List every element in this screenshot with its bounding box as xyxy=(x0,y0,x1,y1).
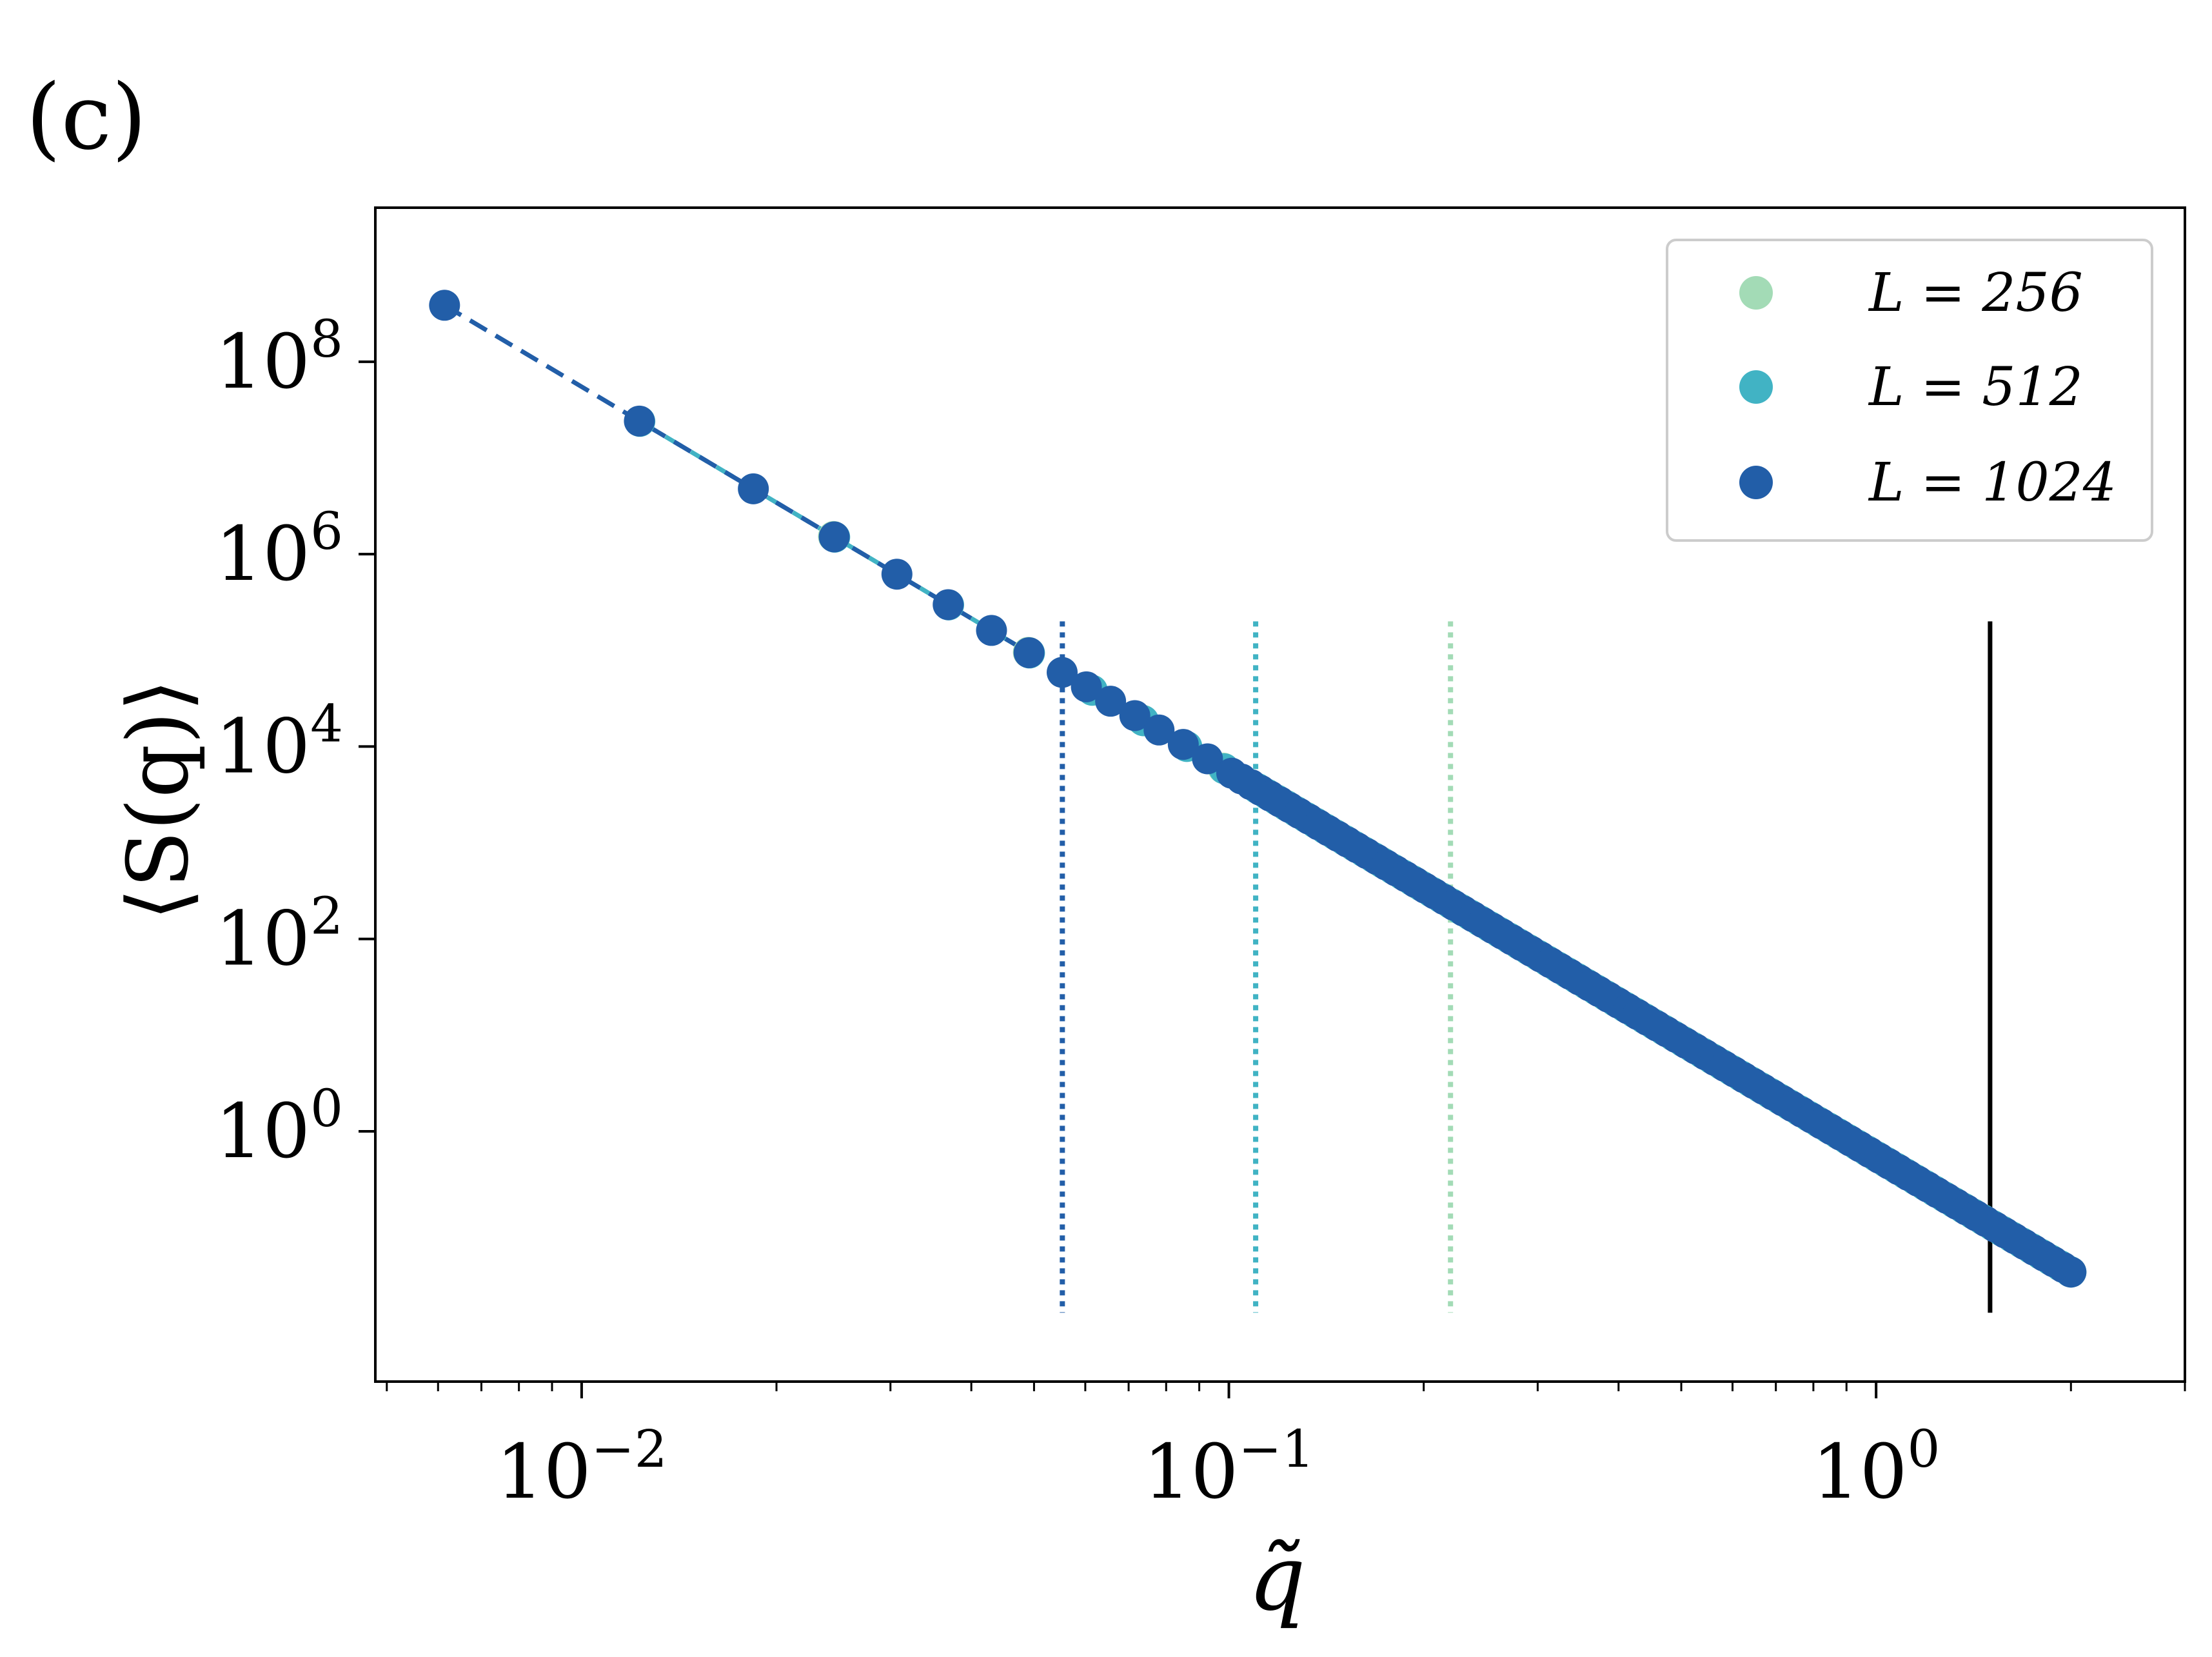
data-point-1024 xyxy=(624,405,655,437)
x-tick-label: 100 xyxy=(1812,1419,1940,1516)
data-point-1024 xyxy=(1192,743,1223,775)
data-point-1024 xyxy=(738,473,769,504)
data-point-1024 xyxy=(1095,686,1127,717)
x-axis-label: q̃ xyxy=(1248,1526,1306,1631)
data-point-1024 xyxy=(1167,729,1199,760)
x-tick-label: 10−1 xyxy=(1143,1419,1315,1516)
data-point-1024 xyxy=(976,615,1007,646)
data-point-1024 xyxy=(881,559,913,590)
data-point-1024 xyxy=(1047,657,1078,688)
y-tick-label: 104 xyxy=(215,693,343,790)
y-tick-label: 100 xyxy=(215,1078,343,1175)
y-tick-label: 102 xyxy=(215,886,343,983)
data-point-1024 xyxy=(429,290,460,321)
x-tick-label: 10−2 xyxy=(496,1419,667,1516)
data-point-1024 xyxy=(933,589,964,620)
data-point-1024 xyxy=(1143,714,1175,746)
data-point-1024 xyxy=(1119,700,1150,731)
legend-marker-l256 xyxy=(1739,276,1773,310)
panel-label: (c) xyxy=(26,65,147,170)
data-point-1024 xyxy=(1071,671,1102,702)
legend-label-l512: L = 512 xyxy=(1868,357,2083,418)
legend-box xyxy=(1666,239,2153,542)
legend-marker-l1024 xyxy=(1739,466,1773,499)
data-point-1024 xyxy=(2055,1256,2087,1288)
legend-marker-l512 xyxy=(1739,370,1773,404)
data-point-1024 xyxy=(1013,637,1045,668)
plot-area xyxy=(429,290,2087,1313)
legend: L = 256 L = 512 L = 1024 xyxy=(1666,239,2153,542)
legend-label-l256: L = 256 xyxy=(1868,263,2083,324)
y-axis: 100 102 104 106 108 xyxy=(215,309,375,1175)
legend-label-l1024: L = 1024 xyxy=(1868,452,2117,513)
y-tick-label: 108 xyxy=(215,309,343,406)
y-tick-label: 106 xyxy=(215,501,343,598)
axes-frame xyxy=(374,206,2186,1383)
data-point-1024 xyxy=(818,521,850,553)
x-axis: 10−2 10−1 100 xyxy=(386,1382,2186,1516)
y-axis-label: ⟨S(q)⟩ xyxy=(109,679,207,920)
